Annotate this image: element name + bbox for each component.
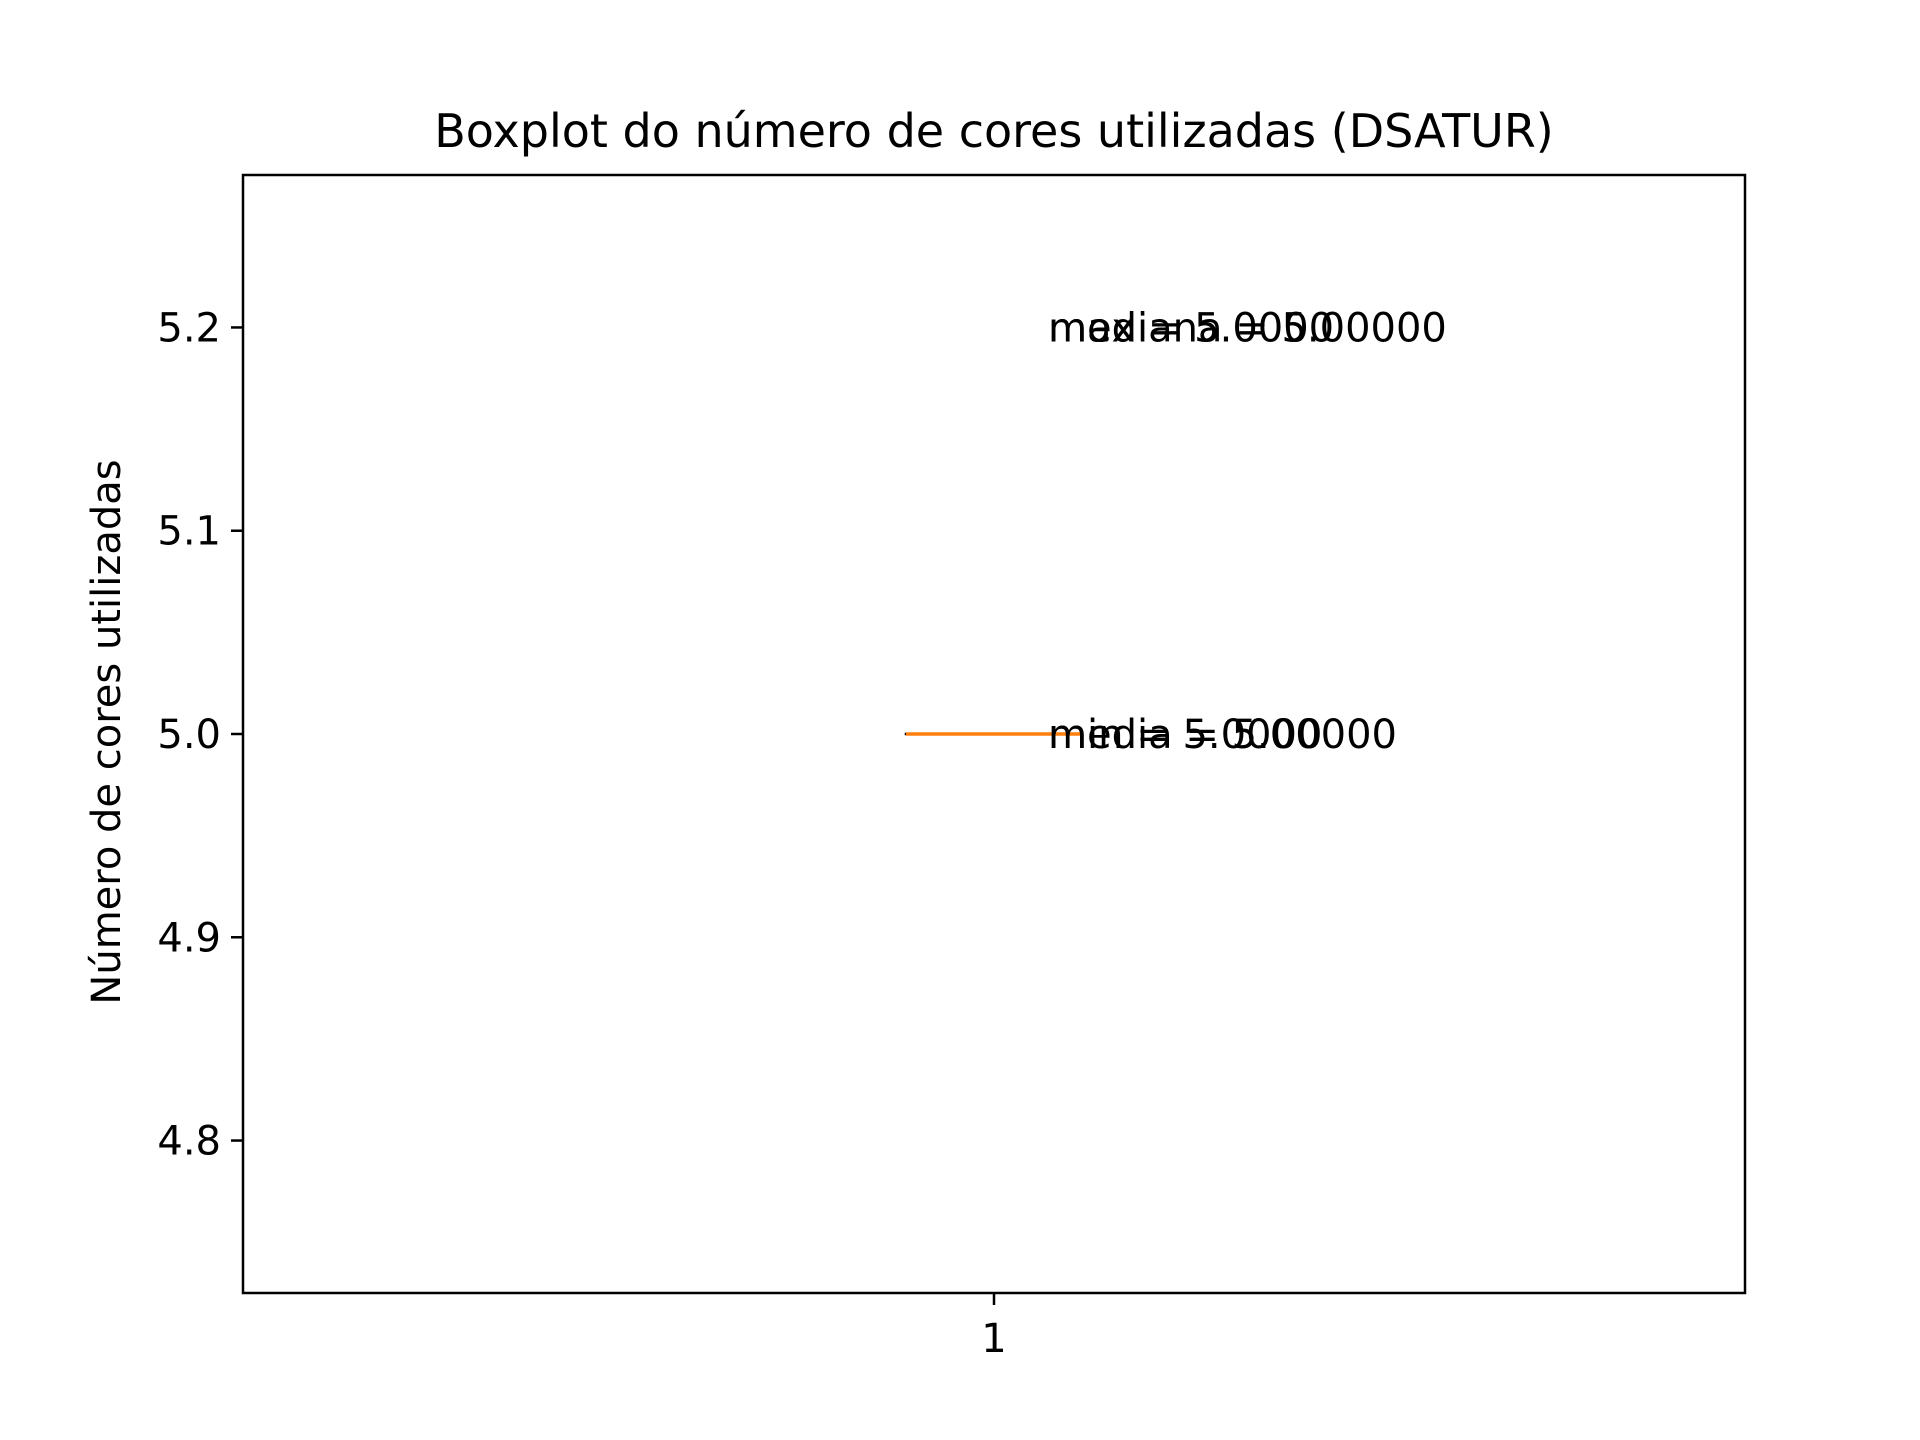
x-tick-label: 1: [981, 1316, 1006, 1362]
y-tick-label: 5.0: [157, 712, 221, 758]
stat-annotation: min = 5.0000: [1048, 712, 1322, 758]
chart-title: Boxplot do número de cores utilizadas (D…: [434, 104, 1554, 158]
y-tick-label: 5.1: [157, 509, 221, 555]
y-axis-label: Número de cores utilizadas: [84, 459, 130, 1004]
plot-frame: [241, 173, 1747, 1295]
y-tick-label: 5.2: [157, 305, 221, 351]
stat-annotation: mediana = 5.00000: [1048, 305, 1447, 351]
stat-annotation: max = 5.0000: [1048, 305, 1334, 351]
stat-annotation: media = 5.00000: [1048, 712, 1397, 758]
y-tick-label: 4.8: [157, 1119, 221, 1165]
y-tick-label: 4.9: [157, 915, 221, 961]
